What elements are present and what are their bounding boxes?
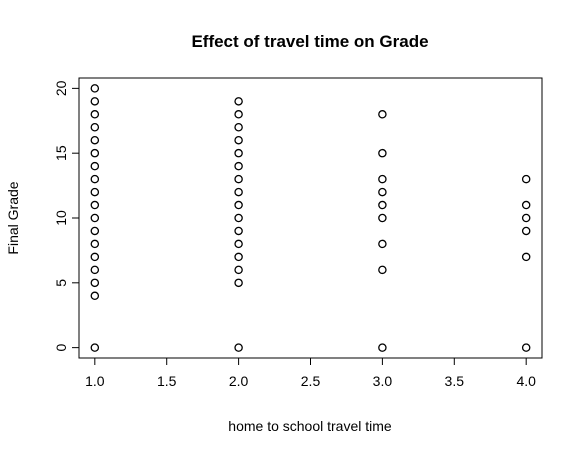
data-point: [90, 343, 100, 352]
data-point: [90, 135, 100, 145]
data-point: [521, 200, 531, 210]
data-point: [234, 213, 243, 223]
chart-title: Effect of travel time on Grade: [191, 32, 428, 51]
x-tick-label: 2.5: [301, 373, 321, 389]
data-point: [378, 148, 387, 158]
data-point: [378, 187, 387, 197]
data-point: [234, 252, 243, 262]
data-point: [234, 148, 243, 158]
x-tick-label: 1.0: [85, 373, 105, 389]
data-point: [90, 187, 100, 197]
x-axis: 1.0 1.5 2.0 2.5 3.0 3.5 4.0: [85, 357, 536, 389]
data-point: [90, 174, 100, 184]
data-point: [234, 343, 243, 352]
data-point: [90, 291, 100, 301]
data-point: [234, 174, 243, 184]
data-point: [234, 110, 243, 119]
data-point: [90, 213, 100, 223]
x-tick-label: 1.5: [157, 373, 177, 389]
data-point: [90, 97, 100, 106]
data-point: [90, 110, 100, 119]
data-point: [234, 200, 243, 210]
y-tick-label: 0: [53, 344, 69, 352]
data-point: [521, 213, 531, 223]
x-tick-label: 3.5: [445, 373, 465, 389]
data-point: [90, 148, 100, 158]
y-tick-label: 15: [53, 145, 69, 161]
y-tick-label: 10: [53, 210, 69, 226]
data-point: [90, 252, 100, 262]
data-point: [378, 110, 387, 119]
data-point: [90, 278, 100, 288]
y-axis: 0 5 10 15 20: [53, 80, 80, 352]
data-point: [521, 252, 531, 262]
data-point: [521, 226, 531, 236]
data-point: [234, 135, 243, 145]
data-point: [234, 123, 243, 132]
data-point: [90, 84, 100, 93]
data-point: [234, 187, 243, 197]
data-points: [90, 84, 531, 352]
data-point: [378, 343, 387, 352]
data-point: [90, 200, 100, 210]
data-point: [90, 226, 100, 236]
data-point: [378, 239, 387, 249]
data-point: [234, 278, 243, 288]
data-point: [378, 265, 387, 275]
y-tick-label: 20: [53, 80, 69, 96]
data-point: [378, 213, 387, 223]
data-point: [521, 343, 531, 352]
plot-frame: [78, 77, 543, 359]
x-tick-label: 3.0: [373, 373, 393, 389]
data-point: [234, 265, 243, 275]
y-axis-label: Final Grade: [5, 181, 21, 254]
data-point: [234, 226, 243, 236]
data-point: [90, 265, 100, 275]
data-point: [234, 239, 243, 249]
data-point: [378, 200, 387, 210]
data-point: [234, 161, 243, 171]
x-tick-label: 2.0: [229, 373, 249, 389]
x-axis-label: home to school travel time: [228, 418, 392, 434]
data-point: [90, 123, 100, 132]
data-point: [521, 174, 531, 184]
data-point: [90, 239, 100, 249]
data-point: [234, 97, 243, 106]
y-tick-label: 5: [53, 279, 69, 287]
data-point: [90, 161, 100, 171]
data-point: [378, 174, 387, 184]
x-tick-label: 4.0: [516, 373, 536, 389]
